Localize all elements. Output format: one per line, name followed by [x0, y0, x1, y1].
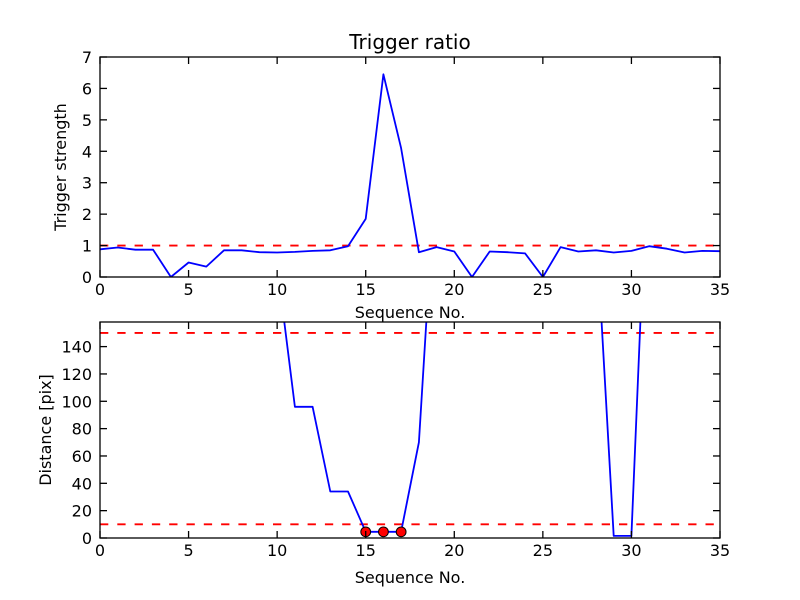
trigger-strength-line: [100, 73, 720, 277]
x-tick-label: 15: [356, 541, 376, 560]
y-tick-label: 6: [82, 79, 92, 98]
y-tick-label: 20: [72, 502, 92, 521]
x-tick-label: 10: [267, 280, 287, 299]
y-tick-label: 5: [82, 111, 92, 130]
y-tick-label: 100: [61, 392, 92, 411]
x-tick-label: 0: [95, 541, 105, 560]
y-tick-label: 7: [82, 48, 92, 67]
y-tick-label: 40: [72, 474, 92, 493]
x-tick-label: 10: [267, 541, 287, 560]
distance-line: [283, 322, 642, 537]
x-tick-label: 25: [533, 541, 553, 560]
y-tick-label: 60: [72, 447, 92, 466]
axes-frame: [99, 56, 721, 278]
y-tick-label: 4: [82, 142, 92, 161]
distance-chart: 0 5 10 15 20 25 30 35 0 20 40 60 80 100 120 140 Sequenc…: [36, 321, 730, 587]
trigger-xaxis-label: Sequence No.: [355, 303, 466, 322]
trigger-yaxis-label: Trigger strength: [51, 103, 70, 232]
x-tick-label: 20: [444, 280, 464, 299]
distance-xaxis-label: Sequence No.: [355, 568, 466, 587]
trigger-points-marker: [395, 526, 407, 538]
x-tick-label: 25: [533, 280, 553, 299]
y-tick-label: 1: [82, 237, 92, 256]
x-tick-label: 35: [710, 280, 730, 299]
y-tick-label: 3: [82, 174, 92, 193]
y-tick-label: 120: [61, 365, 92, 384]
x-tick-label: 0: [95, 280, 105, 299]
trigger-points-marker: [378, 526, 389, 538]
x-tick-label: 30: [621, 280, 641, 299]
x-tick-label: 15: [356, 280, 376, 299]
y-tick-label: 0: [82, 529, 92, 548]
x-tick-label: 30: [621, 541, 641, 560]
y-tick-label: 0: [82, 268, 92, 287]
chart-title: Trigger ratio: [348, 30, 470, 54]
distance-yaxis-label: Distance [pix]: [36, 374, 55, 486]
x-tick-label: 5: [183, 541, 193, 560]
y-tick-label: 80: [72, 420, 92, 439]
x-tick-label: 20: [444, 541, 464, 560]
y-tick-label: 140: [61, 338, 92, 357]
y-tick-label: 2: [82, 205, 92, 224]
axes-frame: [99, 321, 721, 539]
trigger-ratio-chart: 0 5 10 15 20 25 30 35 0 1 2 3 4 5 6 7 Trigger ratio Seq…: [51, 30, 730, 322]
x-tick-label: 35: [710, 541, 730, 560]
x-tick-label: 5: [183, 280, 193, 299]
distance-plot-area: 0 5 10 15 20 25 30 35 0 20 40 60 80 100 120 140: [61, 321, 730, 560]
trigger-ratio-plot-area: 0 5 10 15 20 25 30 35 0 1 2 3 4 5 6 7: [82, 48, 730, 299]
